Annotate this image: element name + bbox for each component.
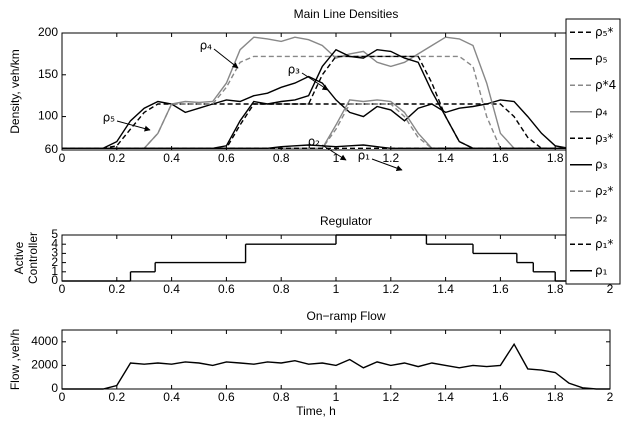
y-tick-label: 2: [51, 255, 58, 269]
x-tick-label: 1.2: [382, 390, 399, 404]
annotation: ρ₄: [200, 39, 213, 53]
annotation: ρ₁: [358, 149, 371, 163]
y-tick-label: 200: [38, 25, 58, 39]
x-tick-label: 1.6: [492, 151, 509, 165]
chart-title: On−ramp Flow: [306, 309, 385, 323]
y-tick-label: 3: [51, 246, 58, 260]
annotation-arrow: [116, 120, 151, 132]
y-axis-label: Active: [12, 241, 26, 274]
legend-label: ρ₁*: [595, 237, 613, 251]
x-tick-label: 1: [333, 282, 340, 296]
plot-area: [62, 33, 610, 150]
x-tick-label: 2: [607, 282, 614, 296]
series-line: [62, 103, 610, 149]
y-tick-label: 5: [51, 227, 58, 241]
annotation-arrow: [321, 144, 347, 161]
x-tick-label: 0.4: [163, 282, 180, 296]
y-tick-label: 0: [51, 273, 58, 287]
x-tick-label: 0.8: [273, 282, 290, 296]
x-tick-label: 2: [607, 390, 614, 404]
x-tick-label: 0.2: [108, 151, 125, 165]
annotation-arrow: [301, 72, 329, 91]
x-tick-label: 0.6: [218, 390, 235, 404]
legend: ρ₅* ρ₅ ρ*4 ρ₄ ρ₃* ρ₃ ρ₂* ρ₂ ρ₁* ρ₁: [565, 18, 621, 285]
x-tick-label: 0.4: [163, 151, 180, 165]
x-axis-label: Time, h: [296, 404, 336, 418]
y-tick-label: 0: [51, 381, 58, 395]
y-tick-label: 1: [51, 264, 58, 278]
annotation-arrow: [213, 48, 239, 69]
y-axis-label: Density, veh/km: [8, 49, 22, 133]
y-tick-label: 60: [45, 142, 59, 156]
legend-label: ρ₂*: [595, 184, 613, 198]
legend-label: ρ₃: [595, 157, 608, 171]
y-tick-label: 150: [38, 67, 58, 81]
legend-label: ρ₁: [595, 263, 608, 277]
x-tick-label: 0.8: [273, 151, 290, 165]
x-tick-label: 1.2: [382, 151, 399, 165]
x-tick-label: 1.8: [547, 151, 564, 165]
x-tick-label: 1.4: [437, 282, 454, 296]
x-tick-label: 0.8: [273, 390, 290, 404]
annotation: ρ₂: [308, 135, 321, 149]
chart-title: Main Line Densities: [294, 7, 399, 21]
series-line: [62, 75, 610, 149]
plot-area: [62, 330, 610, 389]
x-tick-label: 0: [59, 390, 66, 404]
legend-box: [565, 18, 621, 285]
legend-label: ρ₂: [595, 210, 608, 224]
y-tick-label: 4000: [31, 334, 58, 348]
x-tick-label: 1.2: [382, 282, 399, 296]
x-tick-label: 0.6: [218, 282, 235, 296]
y-tick-label: 4: [51, 236, 58, 250]
x-tick-label: 0.2: [108, 282, 125, 296]
annotation-arrow: [371, 158, 403, 171]
x-tick-label: 1.4: [437, 151, 454, 165]
annotation: ρ₅: [103, 111, 116, 125]
x-tick-label: 1.8: [547, 390, 564, 404]
x-tick-label: 0.6: [218, 151, 235, 165]
x-tick-label: 0.2: [108, 390, 125, 404]
legend-label: ρ₃*: [595, 131, 613, 145]
x-tick-label: 1.4: [437, 390, 454, 404]
x-tick-label: 1.6: [492, 282, 509, 296]
series-line: [62, 342, 610, 390]
x-tick-label: 0: [59, 151, 66, 165]
x-tick-label: 0.4: [163, 390, 180, 404]
legend-label: ρ₅: [595, 51, 608, 65]
x-tick-label: 0: [59, 282, 66, 296]
y-tick-label: 2000: [31, 358, 58, 372]
chart-title: Regulator: [320, 214, 372, 228]
legend-label: ρ₄: [595, 104, 608, 118]
legend-label: ρ₅*: [595, 25, 613, 39]
y-axis-label: Flow ,veh/h: [8, 329, 22, 390]
x-tick-label: 1: [333, 390, 340, 404]
y-tick-label: 100: [38, 109, 58, 123]
annotation: ρ₃: [288, 63, 301, 77]
x-tick-label: 1.8: [547, 282, 564, 296]
legend-label: ρ*4: [595, 78, 616, 92]
x-tick-label: 1: [333, 151, 340, 165]
y-axis-label: Controller: [26, 232, 40, 284]
x-tick-label: 1.6: [492, 390, 509, 404]
